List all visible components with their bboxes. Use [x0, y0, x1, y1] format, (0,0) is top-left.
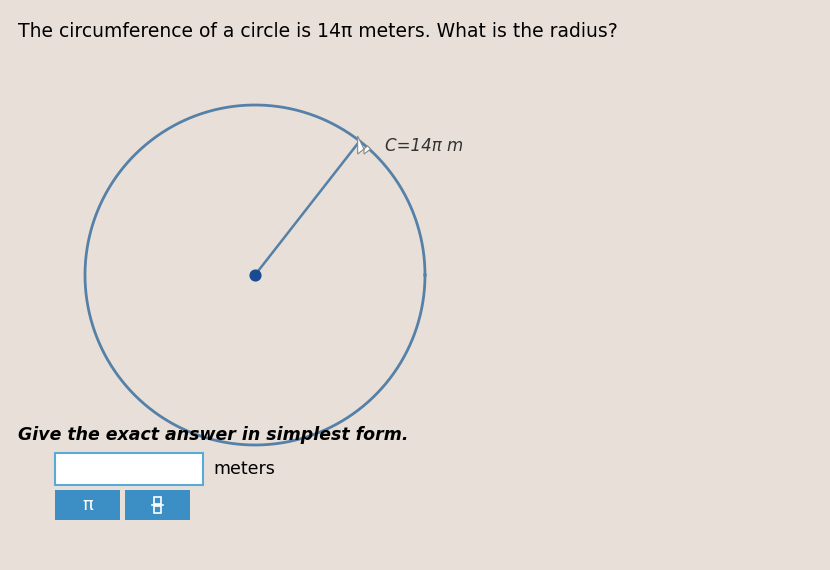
- Text: Give the exact answer in simplest form.: Give the exact answer in simplest form.: [18, 426, 408, 444]
- Text: π: π: [82, 496, 93, 514]
- FancyBboxPatch shape: [125, 490, 190, 520]
- FancyBboxPatch shape: [55, 490, 120, 520]
- Text: The circumference of a circle is 14π meters. What is the radius?: The circumference of a circle is 14π met…: [18, 22, 618, 41]
- Bar: [154, 506, 161, 513]
- Text: meters: meters: [213, 460, 275, 478]
- Bar: [154, 497, 161, 504]
- Text: C=14π m: C=14π m: [384, 137, 463, 155]
- Point: [248, 270, 261, 279]
- Polygon shape: [358, 136, 371, 154]
- FancyBboxPatch shape: [55, 453, 203, 485]
